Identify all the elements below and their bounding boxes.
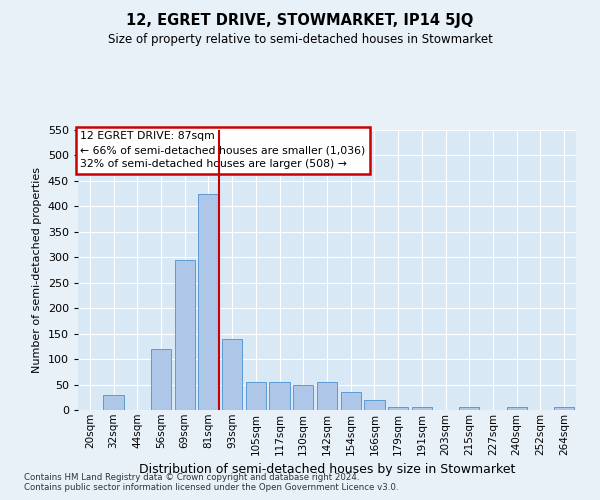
Bar: [364, 400, 385, 410]
Text: Contains public sector information licensed under the Open Government Licence v3: Contains public sector information licen…: [24, 484, 398, 492]
Bar: [459, 408, 479, 410]
Text: 12, EGRET DRIVE, STOWMARKET, IP14 5JQ: 12, EGRET DRIVE, STOWMARKET, IP14 5JQ: [127, 12, 473, 28]
Text: 12 EGRET DRIVE: 87sqm
← 66% of semi-detached houses are smaller (1,036)
32% of s: 12 EGRET DRIVE: 87sqm ← 66% of semi-deta…: [80, 132, 366, 170]
Bar: [246, 382, 266, 410]
Bar: [151, 349, 171, 410]
Bar: [293, 384, 313, 410]
Bar: [506, 408, 527, 410]
Bar: [199, 194, 218, 410]
Y-axis label: Number of semi-detached properties: Number of semi-detached properties: [32, 167, 42, 373]
Bar: [269, 382, 290, 410]
X-axis label: Distribution of semi-detached houses by size in Stowmarket: Distribution of semi-detached houses by …: [139, 463, 515, 476]
Bar: [412, 408, 432, 410]
Text: Contains HM Land Registry data © Crown copyright and database right 2024.: Contains HM Land Registry data © Crown c…: [24, 474, 359, 482]
Bar: [388, 408, 408, 410]
Bar: [222, 338, 242, 410]
Bar: [103, 394, 124, 410]
Bar: [175, 260, 195, 410]
Bar: [341, 392, 361, 410]
Bar: [554, 408, 574, 410]
Text: Size of property relative to semi-detached houses in Stowmarket: Size of property relative to semi-detach…: [107, 32, 493, 46]
Bar: [317, 382, 337, 410]
